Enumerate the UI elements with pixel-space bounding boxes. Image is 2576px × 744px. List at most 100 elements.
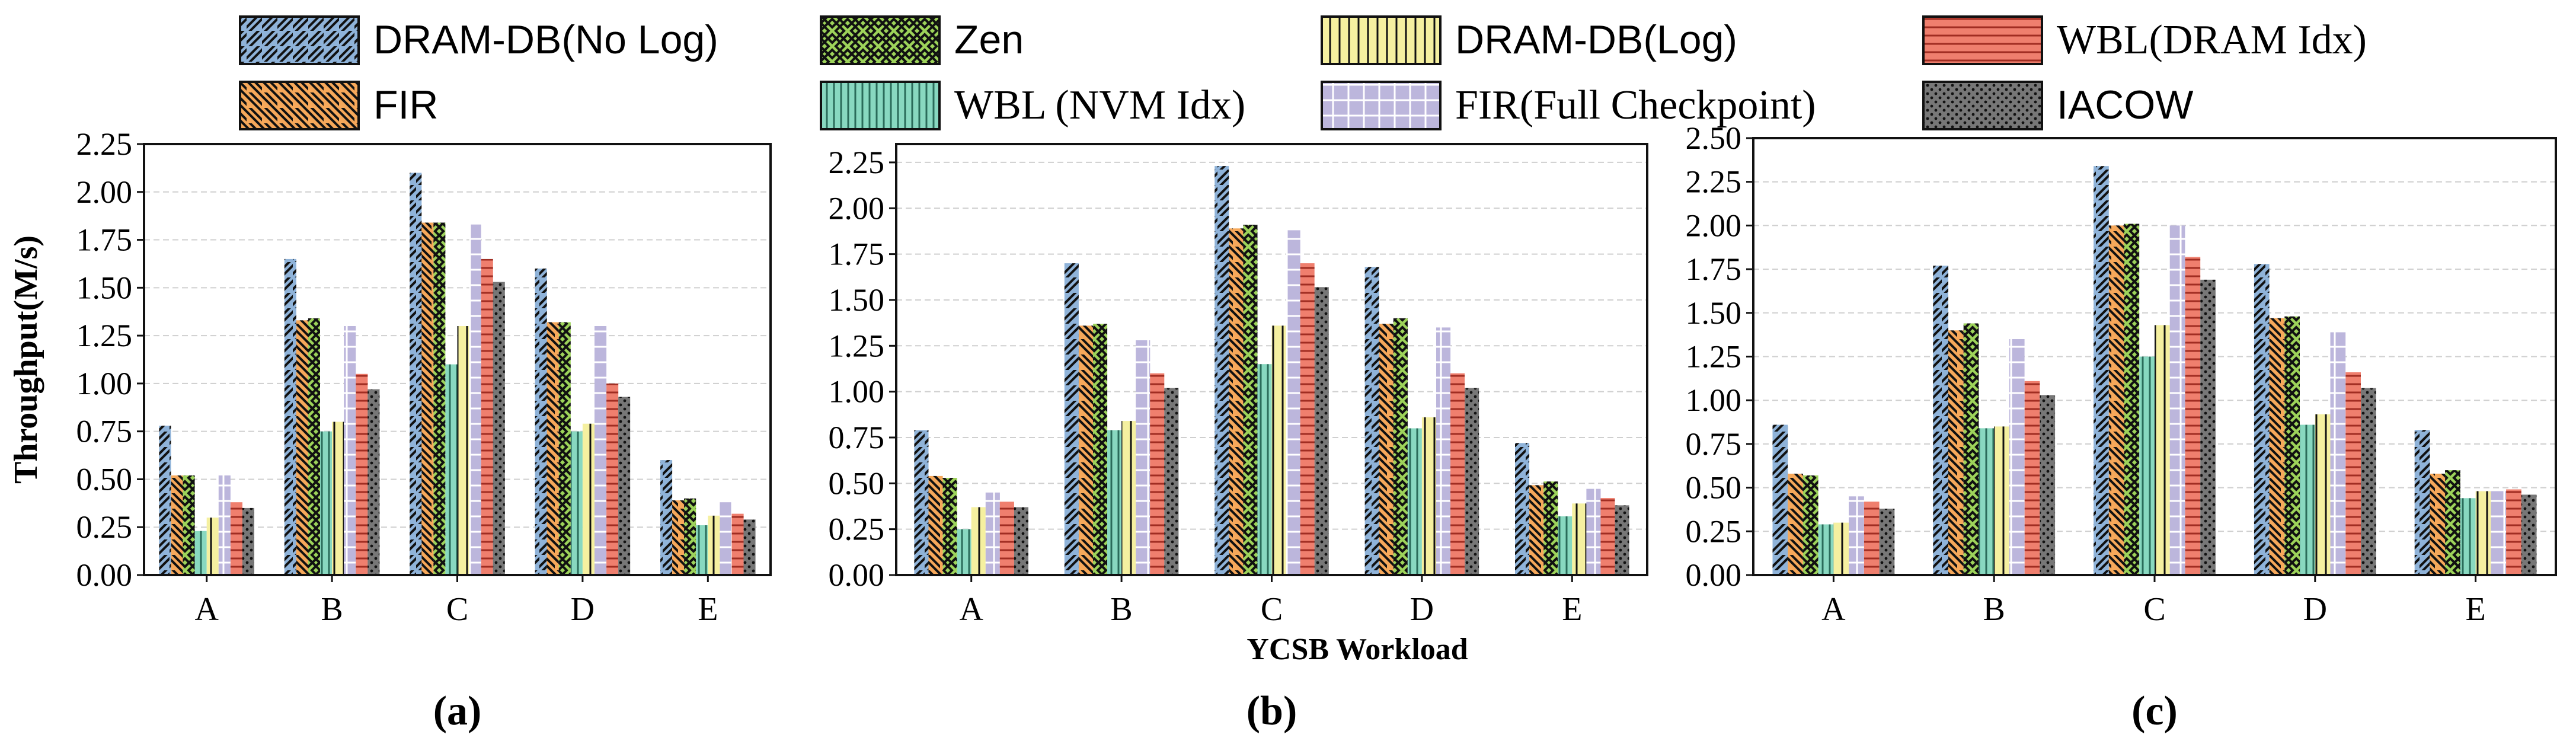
bar-dram-db-log-d xyxy=(582,423,595,575)
legend-label: DRAM-DB(Log) xyxy=(1455,17,1737,62)
y-tick-label: 2.25 xyxy=(1686,164,1742,200)
bar-fir-full-checkpoint-d xyxy=(2330,332,2346,575)
bar-fir-d xyxy=(546,322,559,575)
bar-fir-full-checkpoint-c xyxy=(1286,230,1300,575)
bar-dram-db-log-e xyxy=(1572,503,1587,575)
bar-dram-db-no-log-c xyxy=(410,173,422,575)
bar-wbl-nvm-idx-b xyxy=(320,431,333,575)
bar-wbl-nvm-idx-e xyxy=(696,525,708,575)
bar-fir-full-checkpoint-c xyxy=(2169,225,2185,575)
y-tick-label: 1.50 xyxy=(829,282,885,318)
legend-label: DRAM-DB(No Log) xyxy=(373,17,718,62)
legend-swatch xyxy=(1321,15,1442,65)
legend-item-iacow: IACOW xyxy=(1922,81,2193,130)
y-tick-label: 0.50 xyxy=(1686,470,1742,506)
bar-fir-full-checkpoint-d xyxy=(595,326,607,575)
y-tick-label: 1.00 xyxy=(829,374,885,410)
bar-dram-db-log-a xyxy=(1833,522,1849,575)
bar-wbl-nvm-idx-b xyxy=(1979,428,1995,575)
bar-fir-full-checkpoint-b xyxy=(1136,340,1150,575)
bar-fir-e xyxy=(672,500,685,575)
bar-fir-b xyxy=(296,320,308,575)
x-tick-label: C xyxy=(1261,591,1283,628)
bar-wbl-dram-idx-e xyxy=(731,513,744,575)
bar-fir-b xyxy=(1948,330,1964,575)
x-axis-label: YCSB Workload xyxy=(1247,633,1468,666)
bar-fir-d xyxy=(1379,324,1394,575)
bar-fir-c xyxy=(1229,228,1244,575)
bar-zen-b xyxy=(1093,324,1108,575)
bar-zen-b xyxy=(308,318,320,575)
bar-fir-e xyxy=(1529,485,1544,575)
y-tick-label: 1.25 xyxy=(1686,339,1742,375)
y-tick-label: 0.25 xyxy=(1686,513,1742,549)
bar-dram-db-no-log-a xyxy=(1772,424,1788,575)
x-tick-label: B xyxy=(321,591,343,628)
bar-wbl-dram-idx-a xyxy=(1864,502,1880,575)
legend-swatch xyxy=(239,81,360,130)
bar-dram-db-no-log-b xyxy=(1064,263,1079,576)
x-tick-label: A xyxy=(959,591,983,628)
legend-swatch xyxy=(820,81,941,130)
bar-iacow-d xyxy=(2361,388,2376,575)
bar-wbl-dram-idx-d xyxy=(606,383,619,575)
legend-swatch xyxy=(1922,81,2043,130)
y-tick-label: 2.00 xyxy=(76,174,133,210)
bar-dram-db-no-log-b xyxy=(1933,266,1948,575)
bar-wbl-nvm-idx-b xyxy=(1107,430,1122,575)
x-tick-label: E xyxy=(2465,591,2485,628)
bar-fir-full-checkpoint-e xyxy=(720,502,732,575)
bar-dram-db-no-log-d xyxy=(2254,264,2270,575)
bar-wbl-dram-idx-b xyxy=(2024,381,2040,575)
y-tick-label: 2.00 xyxy=(1686,207,1742,243)
plot-frame xyxy=(1752,137,2557,576)
bar-wbl-nvm-idx-d xyxy=(1407,428,1422,575)
bar-dram-db-no-log-e xyxy=(660,460,673,575)
legend-swatch xyxy=(820,15,941,65)
bar-iacow-c xyxy=(493,282,505,575)
bar-fir-a xyxy=(928,475,943,575)
chart-panel-b: 0.00 0.25 0.50 0.75 1.00 1.25 1.50 1.75 2.00 2.25… xyxy=(829,143,1648,734)
bar-wbl-nvm-idx-d xyxy=(2300,424,2315,575)
x-tick-label: C xyxy=(446,591,468,628)
bar-zen-c xyxy=(1243,225,1258,576)
y-axis-label: Throughput(M/s) xyxy=(8,235,44,484)
bar-fir-full-checkpoint-e xyxy=(2491,491,2506,575)
bar-iacow-a xyxy=(1879,509,1895,575)
bar-zen-d xyxy=(558,322,571,575)
bar-zen-d xyxy=(2284,316,2300,575)
bar-iacow-e xyxy=(1615,505,1629,575)
bar-dram-db-log-c xyxy=(1271,325,1286,575)
bar-fir-full-checkpoint-d xyxy=(1436,327,1451,575)
y-tick-label: 1.25 xyxy=(829,328,885,363)
bar-dram-db-log-e xyxy=(2475,491,2491,575)
bar-wbl-dram-idx-d xyxy=(1450,373,1465,575)
plot-frame xyxy=(895,143,1648,576)
bar-iacow-a xyxy=(242,507,254,575)
chart-panel-a: 0.00 0.25 0.50 0.75 1.00 1.25 1.50 1.75 2.00 2.25… xyxy=(8,126,772,734)
bar-wbl-dram-idx-c xyxy=(1300,263,1315,576)
bar-wbl-dram-idx-c xyxy=(2185,257,2201,575)
y-tick-label: 2.25 xyxy=(829,145,885,180)
legend-label: WBL (NVM Idx) xyxy=(954,82,1245,128)
bar-dram-db-no-log-a xyxy=(159,426,171,575)
bar-fir-b xyxy=(1078,325,1093,575)
bar-fir-full-checkpoint-e xyxy=(1586,488,1601,575)
bar-fir-full-checkpoint-a xyxy=(1849,496,1864,575)
bar-dram-db-log-a xyxy=(971,507,986,575)
bar-wbl-nvm-idx-c xyxy=(2139,356,2155,575)
bar-dram-db-log-d xyxy=(1421,417,1436,575)
chart-panels: 0.00 0.25 0.50 0.75 1.00 1.25 1.50 1.75 2.00 2.25… xyxy=(8,120,2557,734)
bar-dram-db-log-e xyxy=(708,515,720,575)
legend-swatch xyxy=(239,15,360,65)
x-tick-label: A xyxy=(194,591,219,628)
bar-zen-a xyxy=(942,478,957,575)
bar-dram-db-no-log-c xyxy=(1215,166,1229,576)
x-tick-label: E xyxy=(1562,591,1582,628)
x-tick-label: D xyxy=(571,591,595,628)
bar-iacow-c xyxy=(1314,287,1329,575)
y-tick-label: 1.00 xyxy=(1686,382,1742,418)
bar-dram-db-log-c xyxy=(2155,325,2170,575)
bar-wbl-dram-idx-e xyxy=(2506,489,2521,575)
